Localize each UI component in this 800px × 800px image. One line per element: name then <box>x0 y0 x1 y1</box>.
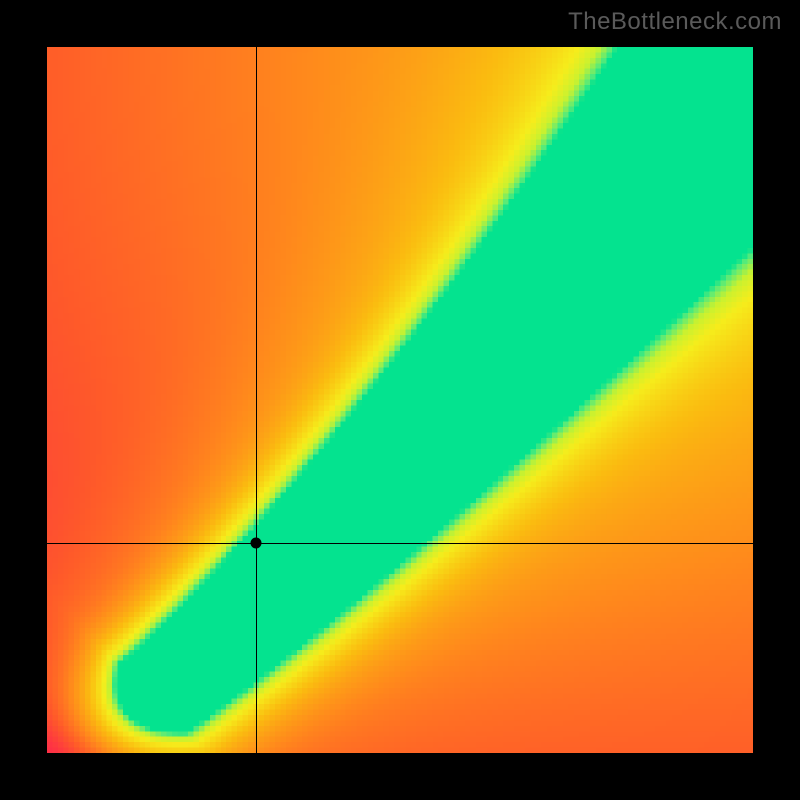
crosshair-marker <box>250 537 261 548</box>
heatmap-canvas <box>47 47 753 753</box>
crosshair-vertical <box>256 47 257 753</box>
watermark-text: TheBottleneck.com <box>568 8 782 36</box>
plot-area <box>47 47 753 753</box>
crosshair-horizontal <box>47 543 753 544</box>
